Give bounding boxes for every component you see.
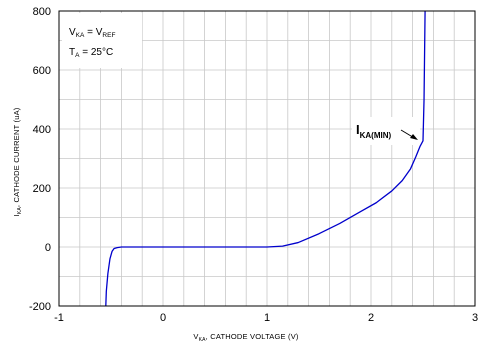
y-axis-title: IKA, CATHODE CURRENT (uA) [12, 107, 23, 216]
y-tick-label: -200 [29, 301, 51, 313]
series-layer [105, 10, 426, 307]
grid-lines [59, 11, 475, 306]
annotation-arrowhead [410, 134, 418, 140]
x-tick-label: 2 [368, 312, 374, 324]
tick-labels: -1 0 1 2 3 -200 0 200 400 600 800 [29, 6, 478, 324]
y-tick-label: 800 [33, 6, 51, 18]
legend-line-vka: VKA = VREF [69, 27, 115, 39]
x-tick-label: 0 [160, 312, 166, 324]
y-tick-label: 0 [45, 242, 51, 254]
plot-frame [58, 10, 476, 307]
annotation-ika-min: IKA(MIN) [352, 117, 420, 145]
legend: VKA = VREF TA = 25°C [62, 13, 142, 68]
y-tick-label: 600 [33, 65, 51, 77]
y-tick-label: 200 [33, 183, 51, 195]
x-tick-label: -1 [54, 312, 64, 324]
x-tick-label: 1 [264, 312, 270, 324]
series-line-cathode-current [105, 10, 426, 307]
y-tick-label: 400 [33, 124, 51, 136]
x-tick-label: 3 [472, 312, 478, 324]
legend-line-ta: TA = 25°C [69, 47, 113, 59]
x-axis-title: VKA, CATHODE VOLTAGE (V) [193, 332, 299, 343]
annotation-label: IKA(MIN) [356, 122, 392, 140]
